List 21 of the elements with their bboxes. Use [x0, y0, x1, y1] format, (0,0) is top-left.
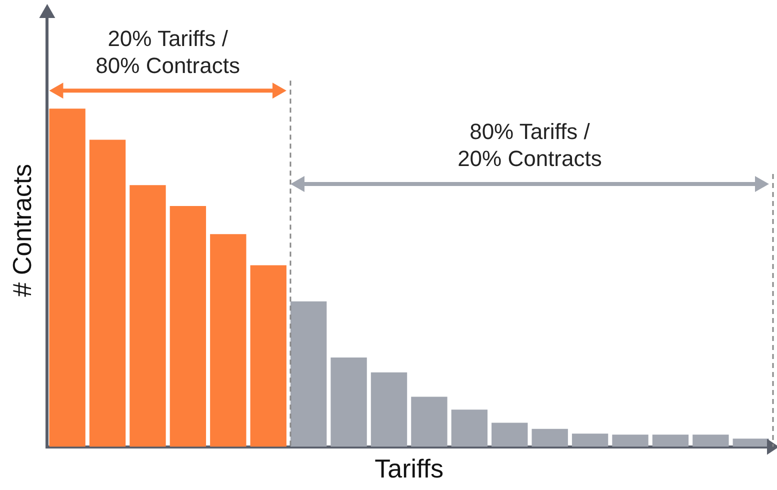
- bar: [652, 434, 689, 447]
- bar: [330, 358, 367, 447]
- text: 20% Tariffs / 80% Contracts: [96, 24, 240, 79]
- annotation: 80% Tariffs / 20% Contracts: [458, 118, 602, 172]
- bar: [692, 434, 729, 447]
- bar: [170, 206, 206, 447]
- bar: [492, 422, 528, 447]
- bar: [130, 185, 166, 447]
- bar: [612, 434, 648, 447]
- bar: [250, 265, 286, 447]
- y-axis-title: # Contracts: [6, 164, 37, 297]
- bar: [290, 301, 327, 447]
- bar: [210, 234, 246, 447]
- bar: [451, 410, 488, 447]
- bar: [411, 396, 448, 447]
- bar: [532, 428, 568, 447]
- bar: [572, 434, 608, 447]
- bar: [370, 372, 408, 447]
- x-axis-title: Tariffs: [374, 454, 444, 484]
- bar: [89, 140, 126, 447]
- bar: [49, 108, 86, 447]
